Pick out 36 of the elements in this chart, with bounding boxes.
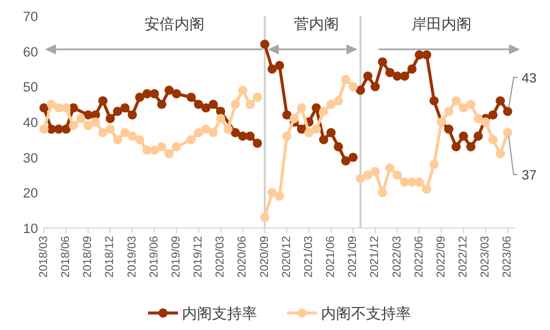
annotation: 岸田内阁: [412, 16, 472, 34]
x-tick-label: 2020/06: [236, 236, 249, 278]
x-tick-label: 2022/06: [413, 236, 426, 278]
annotation: 安倍内阁: [144, 16, 204, 34]
x-tick-label: 2019/09: [170, 236, 182, 278]
x-tick-label: 2021/09: [347, 236, 360, 278]
x-tick-label: 2022/09: [435, 236, 448, 278]
legend-label: 内阁支持率: [182, 306, 257, 322]
x-tick-label: 2019/03: [126, 236, 138, 278]
y-tick-label: 50: [22, 80, 38, 95]
x-tick-label: 2018/03: [38, 236, 50, 278]
legend-label: 内阁不支持率: [321, 306, 411, 322]
x-tick-label: 2020/09: [258, 236, 271, 278]
x-tick-label: 2019/12: [192, 236, 205, 278]
x-tick-label: 2022/12: [457, 236, 470, 278]
x-tick-label: 2022/03: [391, 236, 404, 278]
y-tick-label: 70: [22, 9, 38, 24]
x-tick-label: 2019/06: [148, 236, 160, 278]
x-tick-label: 2018/06: [60, 236, 72, 278]
x-tick-label: 2021/03: [302, 236, 315, 278]
x-tick-label: 2018/09: [82, 236, 94, 278]
annotation: 37: [522, 168, 537, 183]
y-tick-label: 20: [22, 186, 38, 201]
x-tick-label: 2021/12: [369, 236, 382, 278]
x-tick-label: 2021/06: [325, 236, 338, 278]
x-tick-label: 2023/06: [502, 236, 514, 278]
y-tick-label: 60: [22, 44, 38, 60]
annotation: 菅内阁: [294, 16, 340, 34]
y-tick-label: 10: [22, 221, 38, 236]
x-tick-label: 2020/03: [214, 236, 227, 278]
x-tick-label: 2023/03: [480, 236, 492, 278]
y-tick-label: 40: [22, 115, 38, 130]
x-tick-label: 2018/12: [104, 236, 116, 278]
y-tick-label: 30: [22, 150, 38, 166]
x-tick-label: 2020/12: [280, 236, 293, 278]
annotation: 43: [522, 70, 537, 86]
